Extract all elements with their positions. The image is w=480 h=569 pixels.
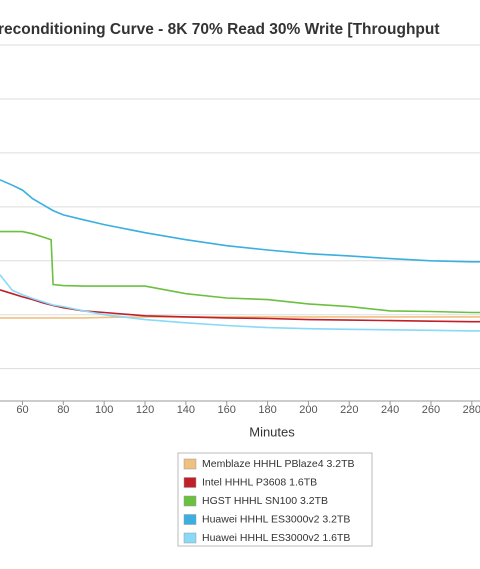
series-line	[0, 230, 480, 314]
legend-swatch	[183, 495, 197, 507]
legend-swatch	[183, 532, 197, 544]
x-tick-label: 60	[16, 404, 28, 416]
x-tick-label: 200	[299, 404, 317, 416]
x-tick-label: 160	[218, 404, 236, 416]
legend-label: Huawei HHHL ES3000v2 1.6TB	[202, 532, 350, 544]
x-tick-label: 140	[177, 404, 195, 416]
x-tick-label: 120	[136, 404, 154, 416]
legend-swatch	[183, 477, 197, 488]
x-tick-label: 100	[95, 404, 113, 416]
legend-label: Huawei HHHL ES3000v2 3.2TB	[202, 513, 350, 525]
x-axis-label: Minutes	[249, 424, 295, 439]
chart-title: reconditioning Curve - 8K 70% Read 30% W…	[0, 21, 440, 38]
legend-label: HGST HHHL SN100 3.2TB	[202, 495, 328, 507]
x-tick-label: 240	[381, 404, 399, 416]
legend-label: Intel HHHL P3608 1.6TB	[202, 476, 317, 488]
legend-label: Memblaze HHHL PBlaze4 3.2TB	[202, 458, 355, 470]
x-tick-label: 180	[258, 404, 276, 416]
legend-swatch	[183, 514, 197, 525]
series-line	[0, 179, 480, 263]
series-line	[0, 289, 480, 323]
legend	[177, 452, 373, 547]
x-tick-label: 260	[422, 404, 440, 416]
series-line	[0, 274, 480, 332]
x-tick-label: 80	[57, 404, 69, 416]
x-tick-label: 280	[463, 404, 480, 416]
legend-swatch	[183, 458, 197, 470]
x-tick-label: 220	[340, 404, 358, 416]
